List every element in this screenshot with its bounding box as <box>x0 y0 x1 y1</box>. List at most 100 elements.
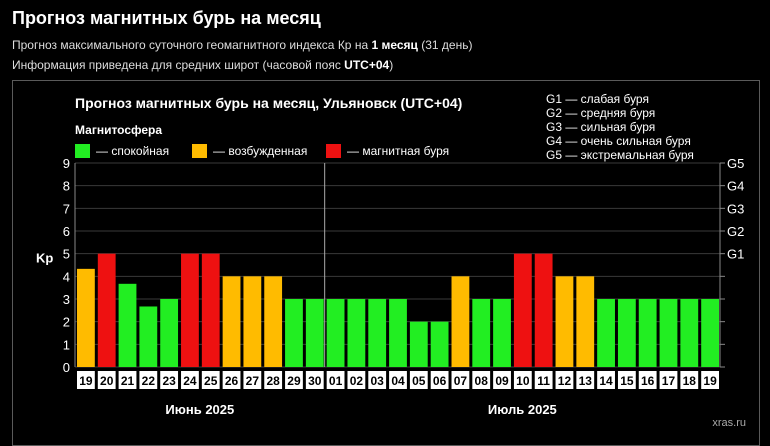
y-tick-label: 2 <box>63 315 70 330</box>
bar-day <box>139 306 158 367</box>
storm-scale-item: G5 — экстремальная буря <box>546 148 694 162</box>
legend-label-storm: — магнитная буря <box>347 144 449 158</box>
bar-day <box>389 299 407 367</box>
day-label-box <box>701 371 719 389</box>
kp-forecast-chart: Прогноз магнитных бурь на месяц, Ульянов… <box>36 92 746 429</box>
bar-day <box>347 299 366 367</box>
bar-day <box>243 276 262 367</box>
legend-title: Магнитосфера <box>75 123 162 137</box>
day-label-box <box>264 371 283 389</box>
day-label: 18 <box>683 374 697 388</box>
day-label: 29 <box>287 374 301 388</box>
day-label-box <box>430 371 449 389</box>
day-label: 26 <box>225 374 239 388</box>
day-label: 14 <box>599 374 613 388</box>
day-label: 19 <box>79 374 93 388</box>
day-label: 05 <box>412 374 426 388</box>
day-label-box <box>139 371 158 389</box>
day-label: 06 <box>433 374 447 388</box>
day-label-box <box>201 371 220 389</box>
day-label: 27 <box>246 374 260 388</box>
bar-day <box>576 276 595 367</box>
bar-day <box>118 283 137 367</box>
bar-day <box>264 276 283 367</box>
day-label-box <box>118 371 137 389</box>
bar-day <box>97 253 116 367</box>
bar-day <box>201 253 220 367</box>
day-label-box <box>389 371 407 389</box>
day-label-box <box>77 371 95 389</box>
day-label-box <box>326 371 345 389</box>
bar-day <box>285 299 303 367</box>
day-label-box <box>576 371 595 389</box>
bar-day <box>638 299 657 367</box>
chart-panel: Прогноз магнитных бурь на месяц, Ульянов… <box>12 80 760 446</box>
watermark: xras.ru <box>712 417 746 429</box>
bar-day <box>680 299 699 367</box>
month-label: Июнь 2025 <box>165 402 234 417</box>
bar-day <box>513 253 532 367</box>
legend-swatch-active <box>192 144 207 158</box>
bar-day <box>326 299 345 367</box>
chart-title: Прогноз магнитных бурь на месяц, Ульянов… <box>75 95 462 111</box>
bar-day <box>409 321 428 367</box>
g-level-label: G2 <box>727 224 744 239</box>
day-label: 16 <box>641 374 655 388</box>
bar-day <box>534 253 553 367</box>
legend-label-quiet: — спокойная <box>96 144 169 158</box>
day-label: 20 <box>100 374 114 388</box>
day-label: 23 <box>162 374 176 388</box>
day-label: 01 <box>329 374 343 388</box>
y-tick-label: 3 <box>63 292 70 307</box>
day-label-box <box>555 371 574 389</box>
day-label-box <box>534 371 553 389</box>
legend-swatch-storm <box>326 144 341 158</box>
day-label: 15 <box>620 374 634 388</box>
day-label-box <box>513 371 532 389</box>
y-tick-label: 6 <box>63 224 70 239</box>
day-label: 24 <box>183 374 197 388</box>
bar-day <box>77 268 95 367</box>
day-label-box <box>638 371 657 389</box>
day-label-box <box>451 371 470 389</box>
bar-day <box>305 299 324 367</box>
day-label-box <box>617 371 636 389</box>
storm-scale-item: G3 — сильная буря <box>546 120 655 134</box>
day-label: 03 <box>371 374 385 388</box>
subtitle-period: Прогноз максимального суточного геомагни… <box>12 38 473 52</box>
bar-day <box>659 299 678 367</box>
page-title: Прогноз магнитных бурь на месяц <box>12 8 321 28</box>
day-label: 04 <box>391 374 405 388</box>
day-label: 12 <box>558 374 572 388</box>
day-label-box <box>347 371 366 389</box>
day-label: 13 <box>579 374 593 388</box>
y-axis-label: Kp <box>36 251 53 266</box>
day-label: 11 <box>537 374 550 388</box>
y-tick-label: 1 <box>63 337 70 352</box>
day-label-box <box>597 371 615 389</box>
storm-scale-item: G1 — слабая буря <box>546 92 649 106</box>
bar-day <box>493 299 511 367</box>
day-label-box <box>493 371 511 389</box>
day-label-box <box>409 371 428 389</box>
day-label: 02 <box>350 374 364 388</box>
day-label-box <box>285 371 303 389</box>
storm-scale-item: G4 — очень сильная буря <box>546 134 691 148</box>
storm-scale-item: G2 — средняя буря <box>546 106 655 120</box>
g-level-label: G4 <box>727 179 744 194</box>
bar-day <box>368 299 387 367</box>
day-label: 07 <box>454 374 468 388</box>
bar-day <box>597 299 615 367</box>
bar-day <box>701 299 719 367</box>
bar-day <box>451 276 470 367</box>
day-label-box <box>305 371 324 389</box>
g-level-label: G5 <box>727 156 744 171</box>
legend-swatch-quiet <box>75 144 90 158</box>
day-label-box <box>160 371 179 389</box>
y-tick-label: 4 <box>63 269 70 284</box>
y-tick-label: 9 <box>63 156 70 171</box>
y-tick-label: 0 <box>63 360 70 375</box>
day-label: 10 <box>516 374 530 388</box>
bar-day <box>181 253 199 367</box>
g-level-label: G3 <box>727 201 744 216</box>
